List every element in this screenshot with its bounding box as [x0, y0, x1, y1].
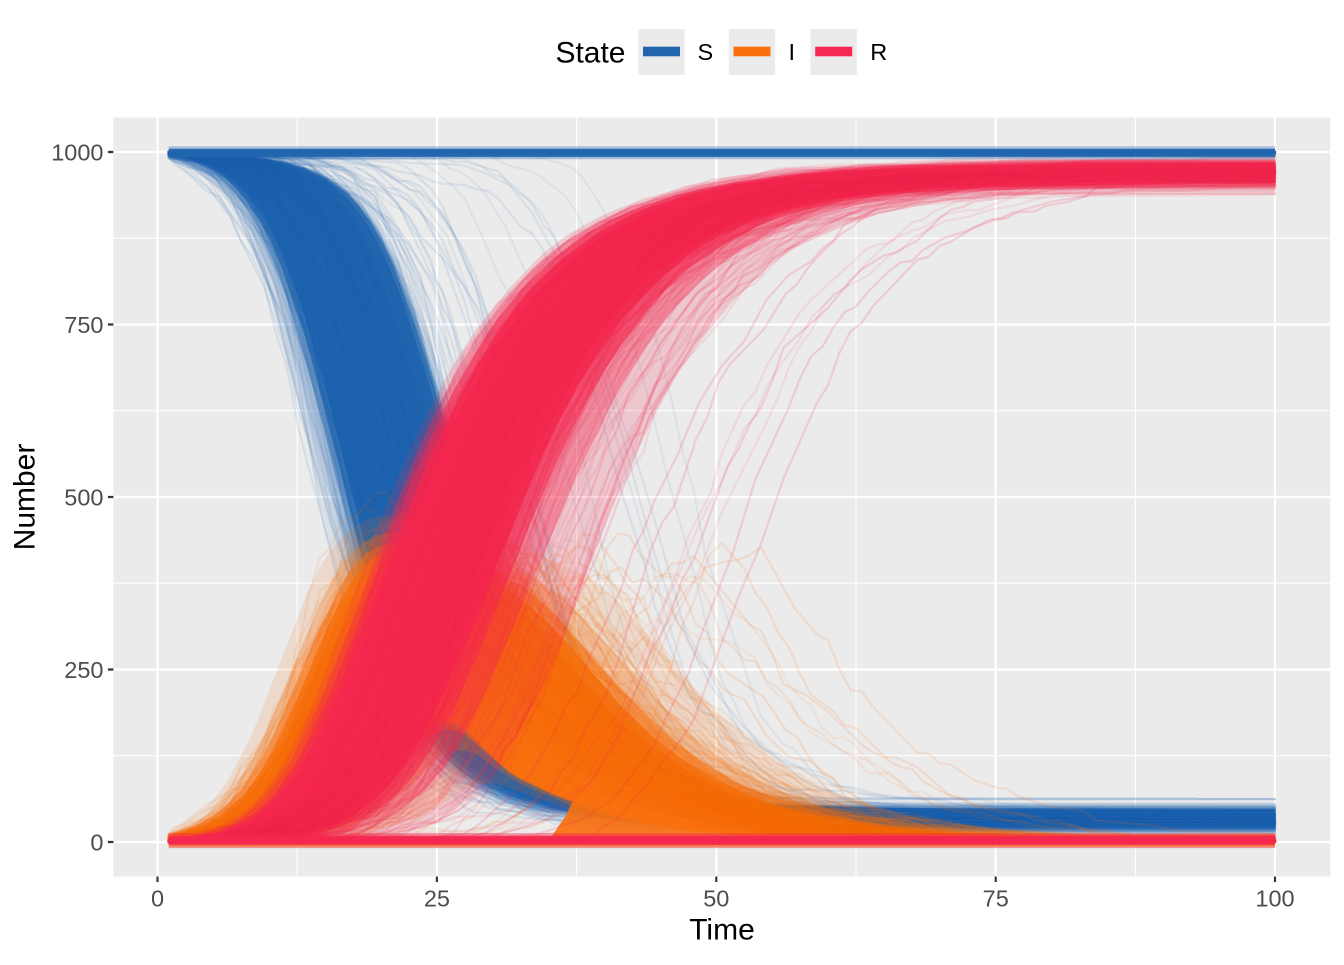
svg-text:0: 0	[90, 829, 103, 855]
svg-text:S: S	[698, 39, 714, 65]
svg-text:Time: Time	[689, 914, 755, 947]
svg-text:250: 250	[64, 657, 103, 683]
svg-text:State: State	[555, 37, 625, 70]
svg-text:25: 25	[424, 886, 450, 912]
svg-text:Number: Number	[9, 444, 42, 551]
svg-text:750: 750	[64, 312, 103, 338]
svg-text:500: 500	[64, 484, 103, 510]
svg-text:I: I	[789, 39, 796, 65]
svg-text:R: R	[870, 39, 887, 65]
svg-text:1000: 1000	[51, 139, 103, 165]
svg-text:75: 75	[983, 886, 1009, 912]
svg-text:50: 50	[703, 886, 729, 912]
svg-text:100: 100	[1255, 886, 1294, 912]
svg-text:0: 0	[151, 886, 164, 912]
